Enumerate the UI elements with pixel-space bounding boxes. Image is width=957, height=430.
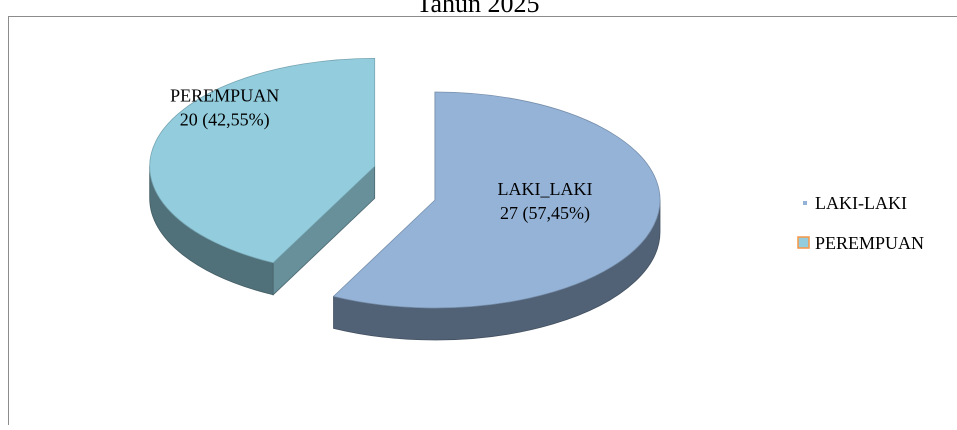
chart-title: Tahun 2025: [416, 0, 539, 18]
legend-marker: [798, 237, 809, 248]
value-label: 27 (57,45%): [500, 203, 590, 224]
slice-label: LAKI_LAKI: [498, 179, 593, 199]
legend-marker: [803, 201, 807, 205]
value-label: 20 (42,55%): [180, 109, 270, 130]
legend-label: LAKI-LAKI: [815, 193, 907, 213]
slice-label: PEREMPUAN: [170, 85, 279, 105]
legend-label: PEREMPUAN: [815, 233, 924, 253]
